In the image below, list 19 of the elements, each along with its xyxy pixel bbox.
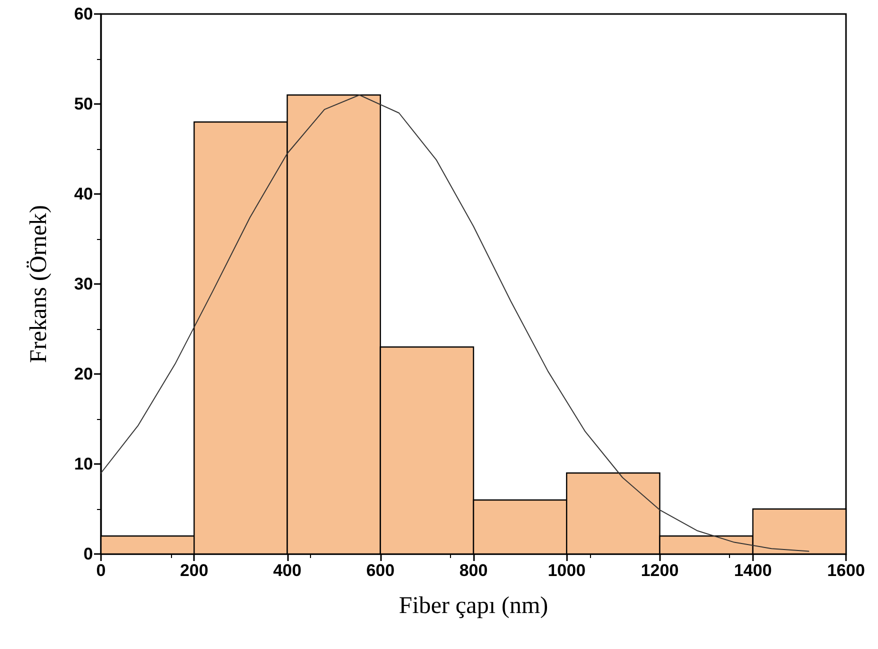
x-tick-label: 200 [180,561,208,580]
line-series [100,94,810,552]
x-tick-label: 600 [366,561,395,580]
y-tick-label: 30 [74,274,93,294]
x-tick-label: 800 [459,561,488,580]
x-tick-label: 1200 [640,561,679,580]
x-tick-label: 1600 [827,561,865,580]
x-tick-label: 1000 [548,561,586,580]
x-tick-label: 0 [96,561,106,580]
y-tick-label: 20 [74,364,93,384]
x-tick-label: 400 [273,561,302,580]
y-tick-label: 60 [74,4,93,24]
x-axis-title: Fiber çapı (nm) [398,593,548,619]
y-axis-title: Frekans (Örnek) [26,205,52,363]
y-tick-label: 50 [74,94,93,114]
y-tick-label: 10 [74,454,93,474]
y-tick-label: 0 [84,544,93,564]
y-tick-label: 40 [74,184,93,204]
x-tick-label: 1400 [734,561,772,580]
